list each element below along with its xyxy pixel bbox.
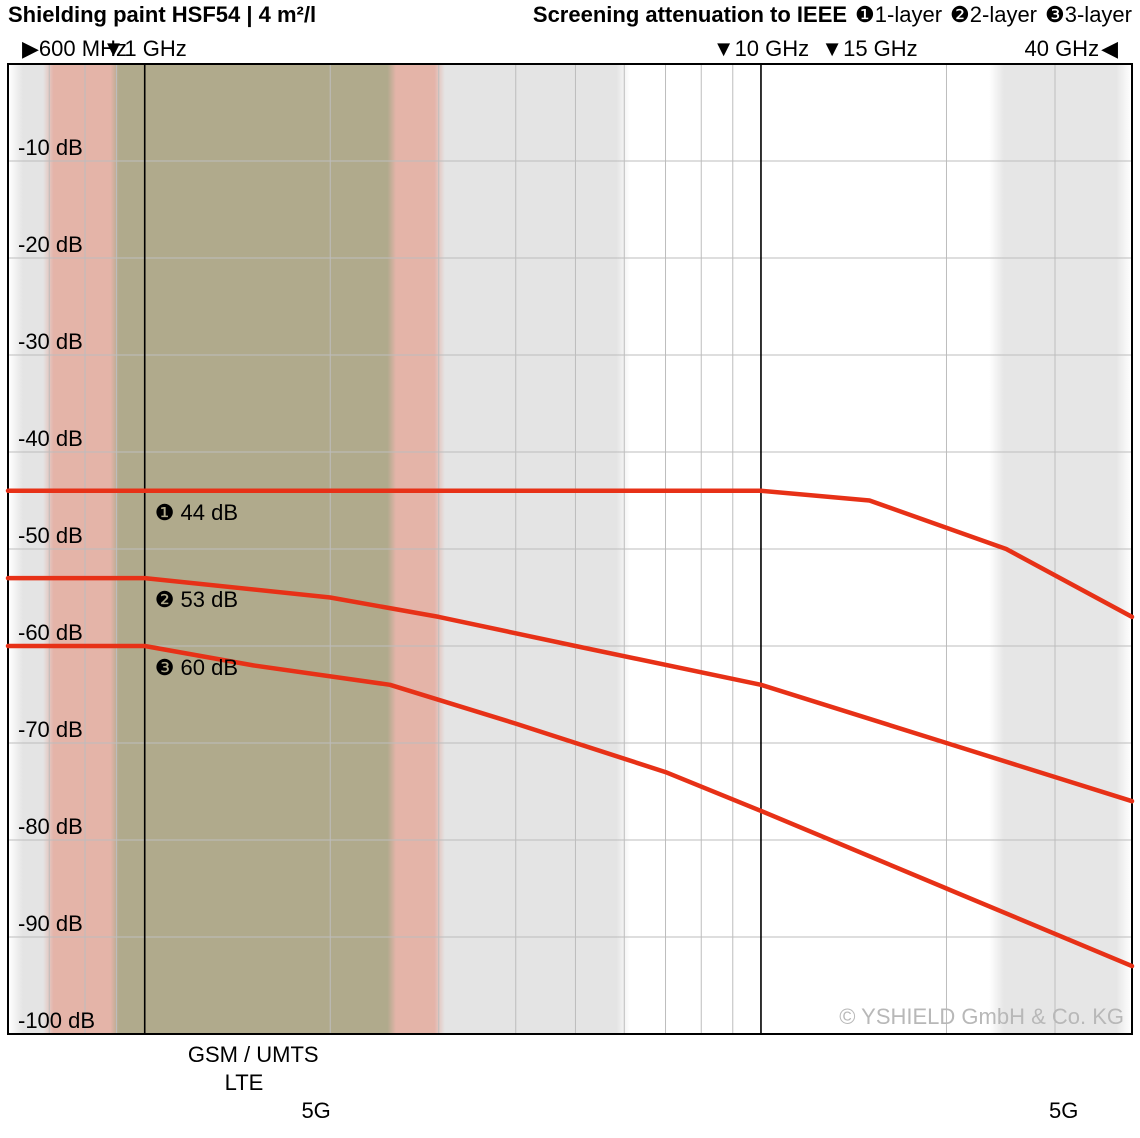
y-tick-label: -90 dB	[18, 911, 83, 936]
x-marker-label: ▼10 GHz	[713, 36, 809, 61]
y-tick-label: -70 dB	[18, 717, 83, 742]
y-tick-label: -40 dB	[18, 426, 83, 451]
series-label-3: ❸ 60 dB	[155, 655, 238, 680]
title-row: Shielding paint HSF54 | 4 m²/l Screening …	[8, 2, 1132, 27]
y-tick-label: -30 dB	[18, 329, 83, 354]
y-tick-label: -20 dB	[18, 232, 83, 257]
band-label: 5G	[301, 1098, 330, 1123]
y-tick-label: -60 dB	[18, 620, 83, 645]
y-tick-label: -50 dB	[18, 523, 83, 548]
title-left: Shielding paint HSF54 | 4 m²/l	[8, 2, 316, 27]
series-label-1: ❶ 44 dB	[155, 500, 238, 525]
band-label: 5G	[1049, 1098, 1078, 1123]
title-right-with-legend: Screening attenuation to IEEE❶1-layer❷2-…	[533, 2, 1132, 27]
band-label: GSM / UMTS	[188, 1042, 319, 1067]
chart-root: -10 dB -20 dB -30 dB -40 dB -50 dB -60 dB -70 …	[0, 0, 1140, 1138]
y-tick-label: -100 dB	[18, 1008, 95, 1033]
copyright: © YSHIELD GmbH & Co. KG	[839, 1004, 1124, 1029]
chart-svg: -10 dB -20 dB -30 dB -40 dB -50 dB -60 dB -70 …	[0, 0, 1140, 1138]
x-marker-labels: ▶600 MHz▼1 GHz▼10 GHz▼15 GHz40 GHz◀	[22, 36, 1118, 61]
x-marker-label: ▼15 GHz	[821, 36, 917, 61]
y-tick-label: -80 dB	[18, 814, 83, 839]
band-label: LTE	[225, 1070, 264, 1095]
band-labels: GSM / UMTS LTE 5G 5G	[188, 1042, 1078, 1123]
x-marker-label: 40 GHz◀	[1024, 36, 1118, 61]
y-tick-label: -10 dB	[18, 135, 83, 160]
series-label-2: ❷ 53 dB	[155, 587, 238, 612]
x-marker-label: ▼1 GHz	[103, 36, 187, 61]
